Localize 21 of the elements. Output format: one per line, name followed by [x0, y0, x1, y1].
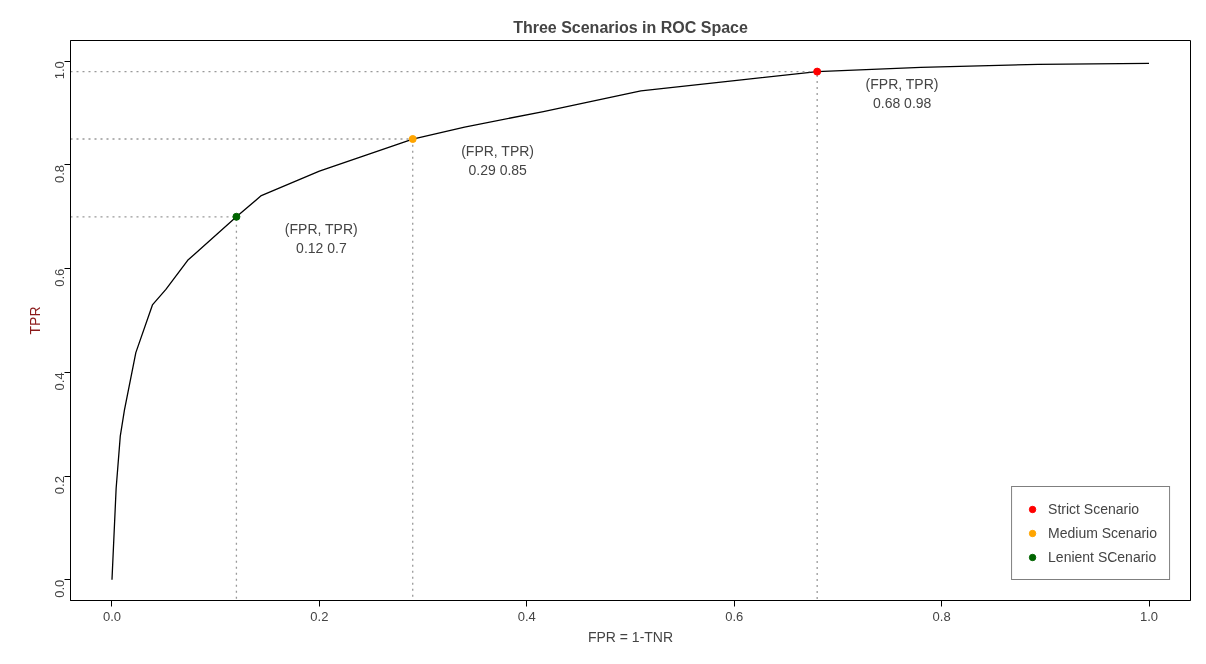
y-tick-label: 1.0	[52, 61, 67, 80]
y-tick-label: 0.2	[52, 476, 67, 495]
x-tick-label: 0.0	[102, 608, 122, 624]
y-tick-label: 0.8	[52, 164, 67, 184]
x-tick-label: 0.6	[725, 608, 744, 624]
annotation: (FPR, TPR) 0.68 0.98	[865, 75, 939, 111]
y-tick-label: 0.4	[52, 372, 67, 391]
x-tick-label: 0.4	[517, 608, 536, 624]
legend-label: Medium Scenario	[1048, 525, 1157, 541]
x-tick-label: 1.0	[1139, 608, 1159, 624]
x-tick-label: 0.8	[932, 608, 951, 624]
y-tick-label: 0.0	[52, 579, 67, 598]
y-axis-title: TPR	[26, 306, 43, 335]
x-tick-label: 0.2	[310, 608, 329, 624]
legend-label: Strict Scenario	[1048, 501, 1140, 517]
annotation: (FPR, TPR) 0.29 0.85	[461, 143, 535, 179]
x-axis-title: FPR = 1-TNR	[587, 628, 674, 645]
y-tick-label: 0.6	[52, 268, 67, 287]
legend-label: Lenient SCenario	[1048, 549, 1157, 565]
chart-title: Three Scenarios in ROC Space	[513, 18, 748, 36]
annotation: (FPR, TPR) 0.12 0.7	[284, 220, 358, 256]
